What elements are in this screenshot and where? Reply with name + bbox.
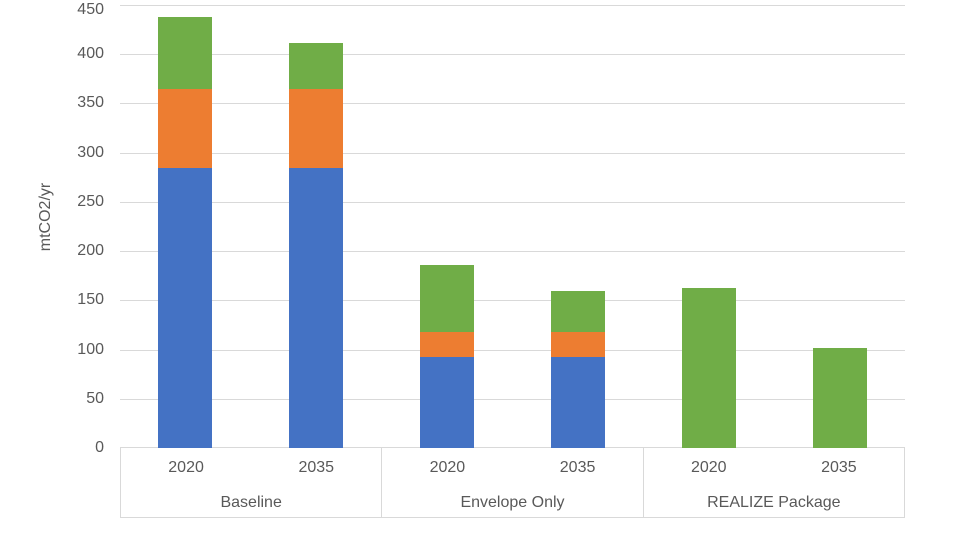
green-segment	[289, 43, 344, 89]
gridline-400	[120, 54, 905, 56]
year-label-envelope-only-2020: 2020	[429, 459, 466, 476]
y-tick-label-200: 200	[77, 242, 104, 260]
y-tick-label-350: 350	[77, 94, 104, 112]
year-label-baseline-2020: 2020	[168, 459, 204, 476]
gridline-50	[120, 398, 905, 400]
y-tick-label-250: 250	[77, 192, 104, 210]
gridline-150	[120, 300, 905, 302]
y-tick-label-150: 150	[77, 291, 104, 309]
x-group-realize-package: 2020 2035 REALIZE Package	[644, 448, 904, 517]
y-tick-label-0: 0	[95, 439, 104, 456]
y-tick-label-300: 300	[77, 143, 104, 161]
blue-segment	[289, 168, 344, 448]
gridline-450	[120, 5, 905, 6]
gridline-250	[120, 201, 905, 203]
year-row-envelope-only: 2020 2035	[382, 448, 642, 477]
y-tick-label-100: 100	[77, 340, 104, 358]
category-label-envelope-only: Envelope Only	[460, 494, 565, 511]
gridline-100	[120, 349, 905, 351]
y-tick-label-450: 450	[77, 1, 104, 18]
x-group-baseline: 2020 2035 Baseline	[121, 448, 383, 517]
blue-segment	[550, 357, 605, 448]
green-segment	[550, 290, 605, 332]
orange-segment	[158, 88, 213, 169]
x-axis: 2020 2035 Baseline 2020 2035 Envelope Only 202…	[120, 448, 905, 518]
gridline-200	[120, 251, 905, 253]
year-label-baseline-2035: 2035	[298, 459, 335, 476]
gridline-300	[120, 152, 905, 154]
bar-realize-package-2035	[812, 347, 867, 448]
year-row-baseline: 2020 2035	[121, 448, 381, 477]
bar-baseline-2035	[289, 43, 344, 448]
category-label-realize-package: REALIZE Package	[707, 494, 841, 511]
bar-realize-package-2020	[681, 287, 736, 448]
bar-envelope-only-2020	[420, 264, 475, 448]
year-label-realize-package-2020: 2020	[690, 459, 727, 476]
year-label-envelope-only-2035: 2035	[559, 459, 596, 476]
year-label-realize-package-2035: 2035	[821, 459, 857, 476]
x-group-envelope-only: 2020 2035 Envelope Only	[382, 448, 644, 517]
year-row-realize-package: 2020 2035	[644, 448, 904, 477]
orange-segment	[420, 331, 475, 358]
green-segment	[812, 347, 867, 448]
y-tick-label-400: 400	[77, 45, 104, 63]
blue-segment	[158, 168, 213, 448]
bar-envelope-only-2035	[550, 290, 605, 448]
green-segment	[681, 287, 736, 448]
green-segment	[420, 264, 475, 332]
orange-segment	[550, 331, 605, 358]
plot-area	[120, 5, 905, 448]
bar-baseline-2020	[158, 16, 213, 448]
gridline-0	[120, 447, 905, 448]
orange-segment	[289, 88, 344, 169]
gridline-350	[120, 103, 905, 105]
y-tick-label-50: 50	[86, 389, 104, 407]
blue-segment	[420, 357, 475, 448]
green-segment	[158, 16, 213, 89]
category-label-baseline: Baseline	[220, 494, 282, 511]
